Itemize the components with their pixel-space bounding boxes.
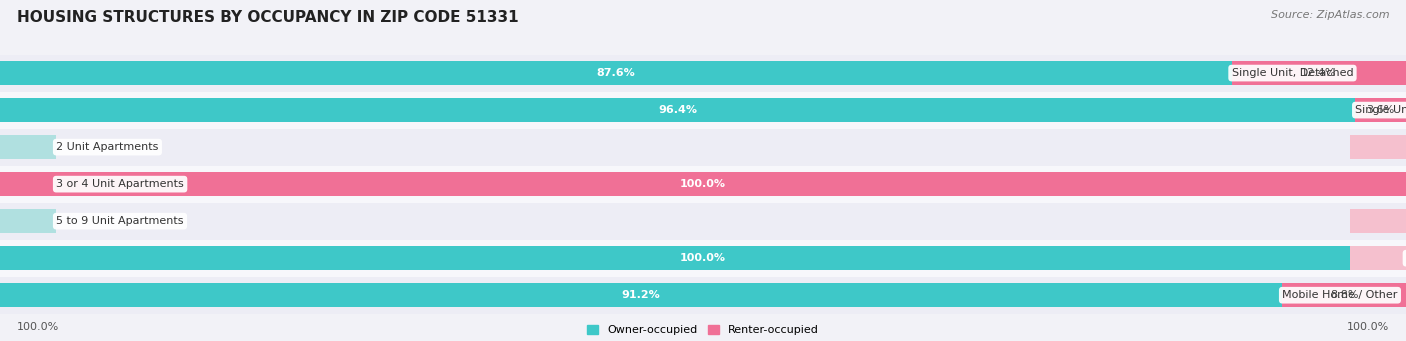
Bar [1350,209,1406,233]
Bar [0,61,1232,85]
Text: 100.0%: 100.0% [17,322,59,332]
Bar [0,203,1406,240]
Bar [1350,135,1406,159]
Bar [0,283,1282,307]
Bar [0,172,1406,196]
Text: 3 or 4 Unit Apartments: 3 or 4 Unit Apartments [56,179,184,189]
Text: 12.4%: 12.4% [1301,68,1337,78]
Text: 100.0%: 100.0% [681,179,725,189]
Text: 3.6%: 3.6% [1367,105,1395,115]
Bar [0,129,1406,166]
Text: HOUSING STRUCTURES BY OCCUPANCY IN ZIP CODE 51331: HOUSING STRUCTURES BY OCCUPANCY IN ZIP C… [17,10,519,25]
Bar [0,55,1406,92]
Text: 96.4%: 96.4% [658,105,697,115]
Text: 2 Unit Apartments: 2 Unit Apartments [56,142,159,152]
Bar [1350,246,1406,270]
Bar [0,135,56,159]
Text: 100.0%: 100.0% [1347,322,1389,332]
Bar [0,209,56,233]
Text: 100.0%: 100.0% [681,253,725,263]
Bar [0,246,1406,270]
Legend: Owner-occupied, Renter-occupied: Owner-occupied, Renter-occupied [586,325,820,336]
Bar [0,172,56,196]
Text: 91.2%: 91.2% [621,290,661,300]
Text: 8.8%: 8.8% [1330,290,1358,300]
Text: Source: ZipAtlas.com: Source: ZipAtlas.com [1271,10,1389,20]
Bar [1232,61,1406,85]
Bar [1282,283,1406,307]
Bar [0,166,1406,203]
Text: 5 to 9 Unit Apartments: 5 to 9 Unit Apartments [56,216,184,226]
Bar [0,92,1406,129]
Bar [1355,98,1406,122]
Bar [0,98,1355,122]
Bar [0,277,1406,314]
Text: Single Unit, Detached: Single Unit, Detached [1232,68,1354,78]
Text: 87.6%: 87.6% [596,68,636,78]
Bar [0,240,1406,277]
Text: Single Unit, Attached: Single Unit, Attached [1355,105,1406,115]
Text: Mobile Home / Other: Mobile Home / Other [1282,290,1398,300]
